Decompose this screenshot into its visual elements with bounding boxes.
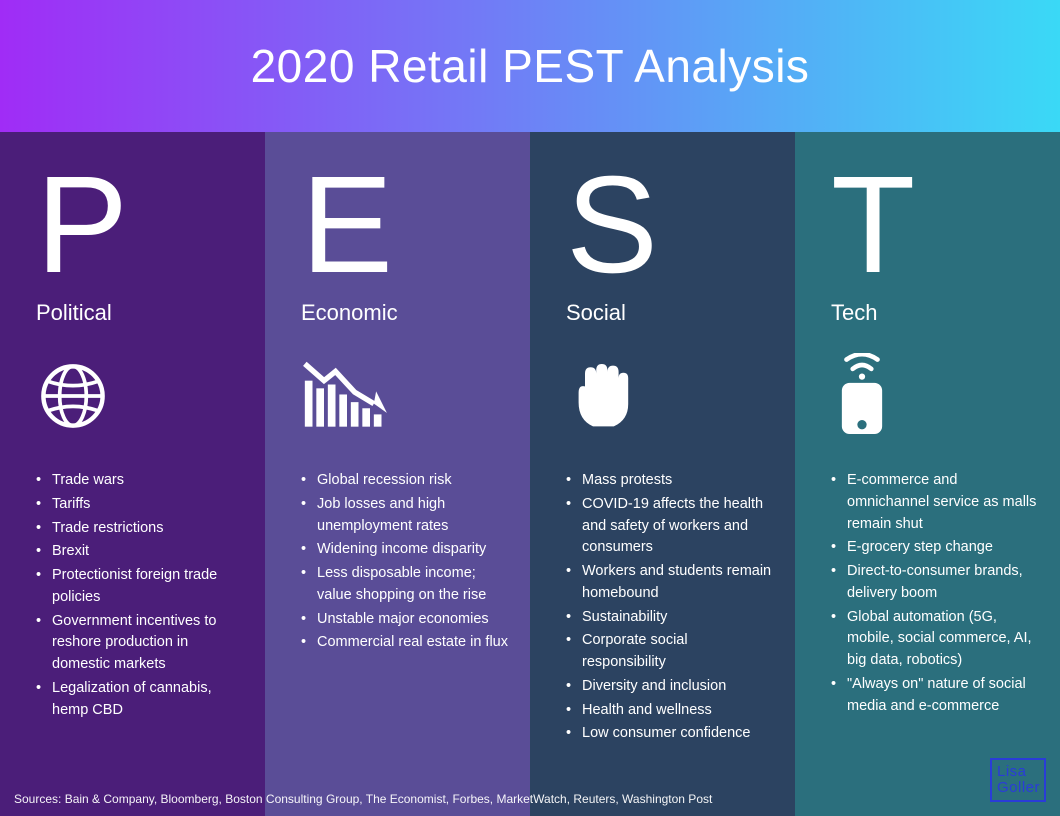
- list-item: Mass protests: [566, 470, 773, 492]
- column-tech: T Tech E-commerce and omnichannel servic…: [795, 132, 1060, 816]
- list-item: Government incentives to reshore product…: [36, 611, 243, 676]
- list-item: Unstable major economies: [301, 609, 508, 631]
- list-item: Workers and students remain homebound: [566, 561, 773, 605]
- list-item: Trade wars: [36, 470, 243, 492]
- list-item: Direct-to-consumer brands, delivery boom: [831, 561, 1038, 605]
- label-political: Political: [36, 300, 243, 326]
- column-political: P Political Trade warsTariffsTrade restr…: [0, 132, 265, 816]
- letter-p: P: [36, 156, 243, 294]
- list-item: Low consumer confidence: [566, 723, 773, 745]
- pest-columns: P Political Trade warsTariffsTrade restr…: [0, 132, 1060, 816]
- list-item: E-grocery step change: [831, 537, 1038, 559]
- list-item: Brexit: [36, 541, 243, 563]
- fist-icon: [566, 352, 773, 440]
- list-item: Protectionist foreign trade policies: [36, 565, 243, 609]
- chart-down-icon: [301, 352, 508, 440]
- list-item: Diversity and inclusion: [566, 676, 773, 698]
- list-item: Global automation (5G, mobile, social co…: [831, 607, 1038, 672]
- phone-signal-icon: [831, 352, 1038, 440]
- list-item: Global recession risk: [301, 470, 508, 492]
- logo-line2: Goller: [997, 780, 1039, 796]
- list-item: Corporate social responsibility: [566, 630, 773, 674]
- list-item: Job losses and high unemployment rates: [301, 494, 508, 538]
- globe-icon: [36, 352, 243, 440]
- political-items: Trade warsTariffsTrade restrictionsBrexi…: [36, 470, 243, 721]
- list-item: Commercial real estate in flux: [301, 632, 508, 654]
- tech-items: E-commerce and omnichannel service as ma…: [831, 470, 1038, 717]
- list-item: "Always on" nature of social media and e…: [831, 674, 1038, 718]
- list-item: Widening income disparity: [301, 539, 508, 561]
- social-items: Mass protestsCOVID-19 affects the health…: [566, 470, 773, 745]
- list-item: Trade restrictions: [36, 518, 243, 540]
- column-social: S Social Mass protestsCOVID-19 affects t…: [530, 132, 795, 816]
- letter-t: T: [831, 156, 1038, 294]
- letter-s: S: [566, 156, 773, 294]
- label-economic: Economic: [301, 300, 508, 326]
- lisa-goller-logo: Lisa Goller: [990, 758, 1046, 802]
- list-item: Less disposable income; value shopping o…: [301, 563, 508, 607]
- label-tech: Tech: [831, 300, 1038, 326]
- list-item: Health and wellness: [566, 700, 773, 722]
- list-item: Legalization of cannabis, hemp CBD: [36, 678, 243, 722]
- list-item: Tariffs: [36, 494, 243, 516]
- page-title: 2020 Retail PEST Analysis: [251, 39, 810, 93]
- list-item: COVID-19 affects the health and safety o…: [566, 494, 773, 559]
- column-economic: E Economic Global recession riskJob loss…: [265, 132, 530, 816]
- list-item: E-commerce and omnichannel service as ma…: [831, 470, 1038, 535]
- logo-line1: Lisa: [997, 764, 1039, 780]
- label-social: Social: [566, 300, 773, 326]
- letter-e: E: [301, 156, 508, 294]
- economic-items: Global recession riskJob losses and high…: [301, 470, 508, 654]
- header-banner: 2020 Retail PEST Analysis: [0, 0, 1060, 132]
- list-item: Sustainability: [566, 607, 773, 629]
- sources-text: Sources: Bain & Company, Bloomberg, Bost…: [14, 792, 712, 806]
